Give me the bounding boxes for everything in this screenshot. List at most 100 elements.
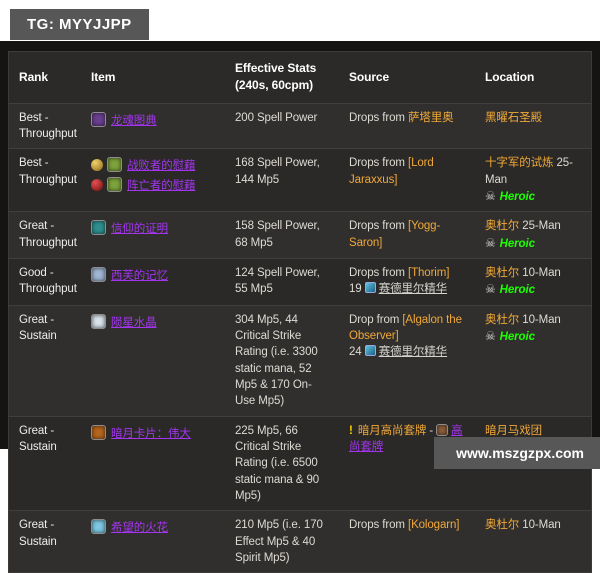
item-cell: 陨星水晶 xyxy=(81,306,225,416)
item-link[interactable]: 龙魂图典 xyxy=(111,114,157,127)
rank-cell: Great - Throughput xyxy=(19,220,77,249)
item-cell: 希望的火花 xyxy=(81,511,225,572)
location-cell: 黑曜石圣殿 xyxy=(475,104,591,149)
currency-link[interactable]: 赛德里尔精华 xyxy=(364,282,447,295)
faction-alliance-icon xyxy=(91,159,103,172)
item-entry: 信仰的证明 xyxy=(91,220,217,237)
rank-cell: Best - Throughput xyxy=(19,157,77,186)
item-link[interactable]: 暗月卡片：伟大 xyxy=(111,427,191,440)
table-body: Best - Throughput 龙魂图典 200 Spell Power Drop… xyxy=(9,102,591,573)
gold-link[interactable]: [Thorim] xyxy=(407,267,450,280)
source-cell: Drops from [Thorim] 19 赛德里尔精华 xyxy=(339,259,475,305)
table-row: Good - Throughput 西芙的记忆 124 Spell Power, 5… xyxy=(9,258,591,305)
text: Drops from xyxy=(349,267,408,280)
text: 25-Man xyxy=(485,157,573,186)
skull-icon: ☠ xyxy=(485,282,496,297)
item-link[interactable]: 陨星水晶 xyxy=(111,316,157,329)
content-panel: Rank Item Effective Stats (240s, 60cpm) Sou… xyxy=(0,41,600,573)
source-cell: Drops from 萨塔里奥 xyxy=(339,104,475,149)
stats-cell: 158 Spell Power, 68 Mp5 xyxy=(235,220,320,249)
heroic-label: Heroic xyxy=(499,284,535,297)
gold-link[interactable]: 暗月高尚套牌 xyxy=(357,424,427,437)
heroic-label: Heroic xyxy=(499,191,535,204)
text: Drop from xyxy=(349,313,403,326)
column-header: Source xyxy=(349,69,390,84)
stats-cell: 304 Mp5, 44 Critical Strike Rating (i.e.… xyxy=(235,313,318,408)
sidereal-essence-icon xyxy=(364,345,376,357)
column-header: Rank xyxy=(19,69,48,84)
item-icon xyxy=(436,423,449,436)
table-header: Rank Item Effective Stats (240s, 60cpm) Sou… xyxy=(9,52,591,103)
item-link[interactable]: 战败者的慰藉 xyxy=(127,160,196,173)
heroic-label: Heroic xyxy=(499,237,535,250)
column-header: Location xyxy=(485,69,535,84)
gold-link[interactable]: 奥杜尔 xyxy=(485,267,520,280)
item-entry: 希望的火花 xyxy=(91,519,217,536)
column-header: Effective Stats (240s, 60cpm) xyxy=(235,61,317,93)
skull-icon: ☠ xyxy=(485,329,496,344)
rank-cell: Great - Sustain xyxy=(19,519,57,548)
source-cell: Drops from [Lord Jaraxxus] xyxy=(339,149,475,211)
item-cell: 龙魂图典 xyxy=(81,104,225,149)
item-icon xyxy=(91,267,106,283)
item-entry: 西芙的记忆 xyxy=(91,267,217,284)
location-cell: 奥杜尔 10-Man ☠ Heroic xyxy=(475,259,591,305)
item-entry: 陨星水晶 xyxy=(91,313,217,331)
sidereal-essence-icon xyxy=(364,282,376,294)
table-row: Great - Sustain 希望的火花 210 Mp5 (i.e. 170 Ef… xyxy=(9,510,591,573)
item-icon xyxy=(107,157,122,173)
table-row: Great - Sustain 陨星水晶 304 Mp5, 44 Critical … xyxy=(9,304,591,416)
gold-link[interactable]: [Yogg-Saron] xyxy=(349,220,441,249)
gold-link[interactable]: 奥杜尔 xyxy=(485,220,520,233)
text: Drops from xyxy=(349,519,408,532)
faction-horde-icon xyxy=(91,178,103,191)
rank-cell: Best - Throughput xyxy=(19,111,77,141)
item-cell: 西芙的记忆 xyxy=(81,259,225,305)
gold-link[interactable]: [Lord Jaraxxus] xyxy=(349,157,434,186)
gold-link[interactable]: 十字军的试炼 xyxy=(485,157,554,170)
item-icon xyxy=(91,220,106,236)
text: 10-Man xyxy=(519,267,561,280)
stats-cell: 210 Mp5 (i.e. 170 Effect Mp5 & 40 Spirit… xyxy=(235,519,323,564)
text: 10-Man xyxy=(519,313,561,326)
stats-cell: 168 Spell Power, 144 Mp5 xyxy=(235,157,320,186)
item-link[interactable]: 高尚套牌 xyxy=(349,423,463,454)
rank-cell: Great - Sustain xyxy=(19,313,57,343)
gold-link[interactable]: 黑曜石圣殿 xyxy=(485,111,542,124)
item-icon xyxy=(107,176,122,192)
stats-cell: 200 Spell Power xyxy=(235,111,318,124)
text: Drops from xyxy=(349,111,408,124)
table-row: Best - Throughput 战败者的慰藉 阵亡者的慰藉 168 Spell P… xyxy=(9,148,591,212)
watermark: www.mszgzpx.com xyxy=(434,437,600,469)
item-link[interactable]: 信仰的证明 xyxy=(111,223,168,236)
location-cell: 十字军的试炼 25-Man ☠ Heroic xyxy=(475,149,591,211)
location-cell: 奥杜尔 25-Man ☠ Heroic xyxy=(475,212,591,258)
source-cell: Drop from [Algalon the Observer] 24 赛德里尔精… xyxy=(339,306,475,416)
currency-label: 赛德里尔精华 xyxy=(378,346,448,359)
item-entry: 龙魂图典 xyxy=(91,111,217,129)
item-cell: 信仰的证明 xyxy=(81,212,225,258)
gold-link[interactable]: 萨塔里奥 xyxy=(407,111,454,124)
gold-link[interactable]: 奥杜尔 xyxy=(485,519,520,532)
text: - xyxy=(426,424,437,437)
text: Drops from xyxy=(349,157,408,170)
item-link[interactable]: 阵亡者的慰藉 xyxy=(127,179,196,192)
gold-link[interactable]: [Kologarn] xyxy=(407,519,460,532)
location-cell: 暗月马戏团 xyxy=(475,417,591,511)
source-cell: Drops from [Yogg-Saron] xyxy=(339,212,475,258)
item-entry: 战败者的慰藉 xyxy=(91,157,217,174)
gold-link[interactable]: 奥杜尔 xyxy=(485,313,520,326)
currency-link[interactable]: 赛德里尔精华 xyxy=(364,345,448,359)
table-row: Great - Throughput 信仰的证明 158 Spell Power, … xyxy=(9,211,591,259)
location-cell: 奥杜尔 10-Man ☠ Heroic xyxy=(475,306,591,416)
rank-cell: Great - Sustain xyxy=(19,424,57,454)
item-link[interactable]: 希望的火花 xyxy=(111,522,168,535)
location-cell: 奥杜尔 10-Man xyxy=(475,511,591,572)
heroic-tag: ☠ Heroic xyxy=(485,236,535,250)
item-link[interactable]: 西芙的记忆 xyxy=(111,270,168,283)
stats-cell: 225 Mp5, 66 Critical Strike Rating (i.e.… xyxy=(235,424,320,503)
gold-link[interactable]: [Algalon the Observer] xyxy=(349,313,462,343)
heroic-tag: ☠ Heroic xyxy=(485,189,535,204)
item-icon xyxy=(91,111,106,127)
gold-link[interactable]: 暗月马戏团 xyxy=(485,424,542,437)
